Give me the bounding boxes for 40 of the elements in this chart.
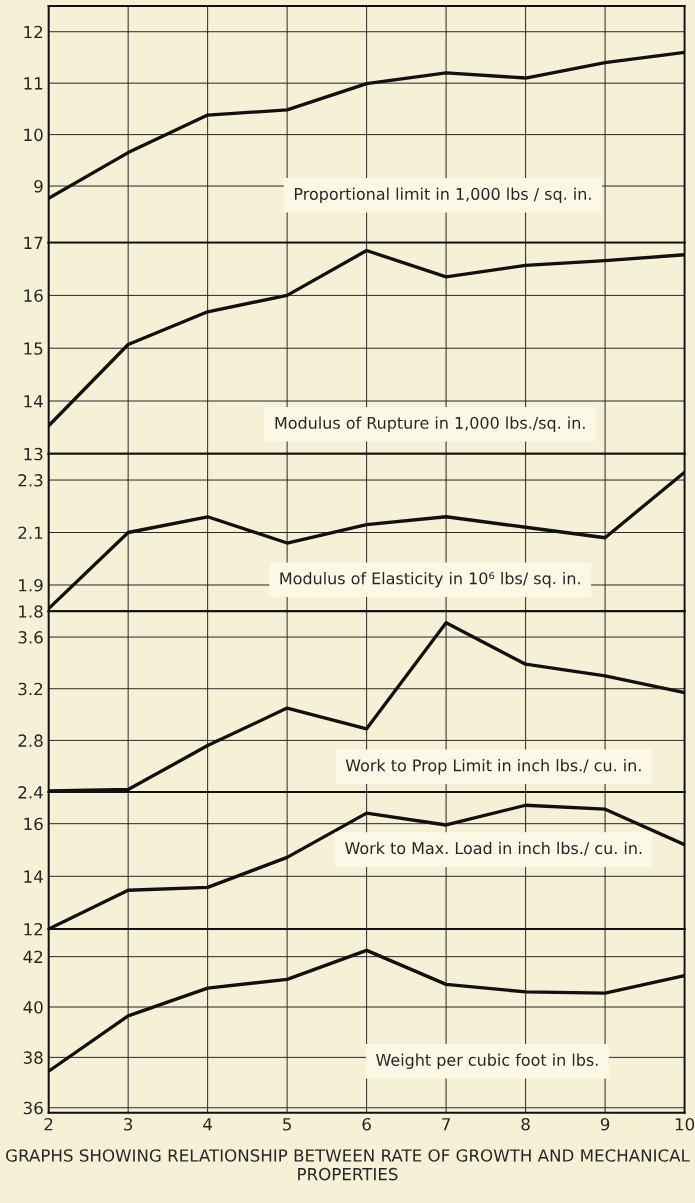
x-tick-label: 8 [521,1117,530,1131]
y-tick-label: 10 [24,128,43,142]
y-tick-label: 14 [24,870,43,883]
x-tick-label: 5 [283,1118,291,1131]
annotation: Weight per cubic foot in lbs. [376,1053,598,1070]
y-tick-label: 36 [23,1101,43,1115]
x-tick-label: 7 [442,1118,450,1131]
text: GRAPHS SHOWING RELATIONSHIP BETWEEN RATE OF GROWTH AND MECHANICAL PROPERTIES [6,1149,690,1181]
y-tick-label: 16 [24,817,43,831]
y-tick-label: 38 [23,1051,43,1064]
x-tick-label: 4 [203,1118,212,1131]
y-tick-label: 12 [24,922,43,936]
x-tick-label: 10 [675,1117,695,1131]
y-tick-label: 1.9 [19,578,43,592]
y-tick-label: 11 [24,77,43,90]
annotation: Modulus of Elasticity in 10⁶ lbs/ sq. in. [280,572,580,588]
y-tick-label: 9 [34,180,43,193]
x-tick-label: 6 [362,1117,371,1131]
x-tick-label: 2 [44,1117,53,1131]
y-tick-label: 2.3 [18,474,43,487]
y-tick-label: 13 [24,447,43,461]
y-tick-label: 1.8 [19,605,43,618]
y-tick-label: 42 [23,950,43,963]
annotation: Proportional limit in 1,000 lbs / sq. in. [294,187,591,204]
x-tick-label: 3 [124,1117,133,1131]
y-tick-label: 2.8 [18,734,43,747]
y-tick-label: 40 [23,1000,43,1014]
y-tick-label: 2.1 [18,526,43,539]
y-tick-label: 3.2 [18,682,43,696]
y-tick-label: 15 [24,342,43,355]
x-tick-label: 9 [600,1117,610,1131]
annotation: Work to Prop Limit in inch lbs./ cu. in. [345,759,641,775]
annotation: Modulus of Rupture in 1,000 lbs./sq. in. [275,416,585,432]
y-tick-label: 17 [24,236,43,249]
y-tick-label: 16 [24,289,43,302]
y-tick-label: 12 [24,25,43,39]
y-tick-label: 2.4 [18,786,43,799]
y-tick-label: 3.6 [18,631,43,644]
y-tick-label: 14 [24,395,43,408]
annotation: Work to Max. Load in inch lbs./ cu. in. [345,841,642,856]
